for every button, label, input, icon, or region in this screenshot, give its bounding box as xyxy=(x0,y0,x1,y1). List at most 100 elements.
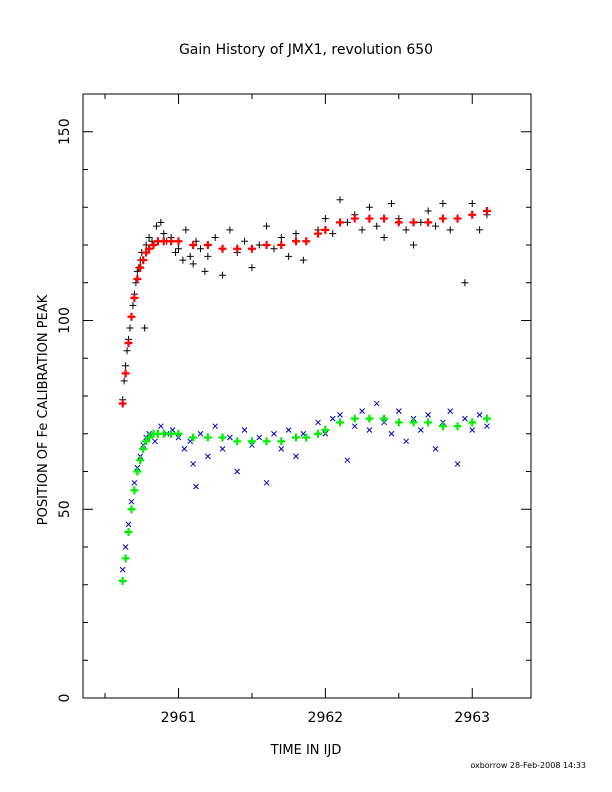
data-point xyxy=(129,301,137,309)
fit-point xyxy=(218,244,227,253)
fit-point xyxy=(174,237,183,246)
data-point xyxy=(190,461,197,467)
y-tick-label: 0 xyxy=(57,694,73,703)
data-point xyxy=(373,400,380,407)
fit-point xyxy=(118,399,127,408)
data-point xyxy=(337,412,343,418)
data-point xyxy=(300,430,307,437)
fit-point xyxy=(302,433,311,442)
data-point xyxy=(123,347,131,355)
data-point xyxy=(278,445,285,452)
data-point xyxy=(182,226,190,234)
data-point xyxy=(417,427,424,433)
data-series-layer xyxy=(118,196,491,585)
data-point xyxy=(373,222,381,230)
fit-point xyxy=(139,444,148,453)
data-point xyxy=(387,199,395,207)
data-point xyxy=(366,427,373,433)
data-point xyxy=(227,434,233,441)
y-tick-label: 50 xyxy=(57,500,73,518)
fit-point xyxy=(159,237,168,246)
y-tick-label: 150 xyxy=(57,118,73,145)
data-point xyxy=(211,233,219,241)
data-point xyxy=(293,453,299,460)
fit-point xyxy=(136,456,145,465)
data-point xyxy=(476,226,484,234)
data-point xyxy=(454,461,461,467)
fit-point xyxy=(218,433,227,442)
data-point xyxy=(329,230,337,238)
fit-point xyxy=(130,293,139,302)
data-point xyxy=(189,260,197,268)
fit-point xyxy=(133,467,142,476)
fit-point xyxy=(380,214,389,223)
fit-point xyxy=(365,214,374,223)
fit-point xyxy=(203,433,212,442)
fit-point xyxy=(314,429,323,438)
y-axis-label: POSITION OF Fe CALIBRATION PEAK xyxy=(36,294,51,525)
data-point xyxy=(122,544,129,550)
fit-point xyxy=(482,414,491,423)
fit-point xyxy=(409,418,418,427)
data-point xyxy=(358,226,366,234)
fit-point xyxy=(482,207,491,216)
data-point xyxy=(241,237,249,245)
data-point xyxy=(484,423,490,430)
fit-point xyxy=(133,274,142,283)
data-point xyxy=(125,521,132,528)
data-point xyxy=(256,434,263,441)
data-point xyxy=(439,199,447,207)
data-point xyxy=(119,566,126,573)
data-point xyxy=(212,423,219,430)
data-point xyxy=(447,408,454,414)
fit-point xyxy=(394,218,403,227)
data-point xyxy=(145,233,153,241)
fit-point xyxy=(130,486,139,495)
fit-point xyxy=(124,527,133,536)
data-point xyxy=(343,218,351,226)
chart-title: Gain History of JMX1, revolution 650 xyxy=(179,42,433,58)
fit-point xyxy=(468,210,477,219)
data-point xyxy=(285,252,293,260)
data-point xyxy=(157,423,164,430)
fit-point xyxy=(167,237,176,246)
axis-ticks: 2961 2962 2963 0 50 100 150 xyxy=(57,94,531,726)
data-point xyxy=(469,427,476,433)
data-point xyxy=(152,222,160,230)
data-point xyxy=(263,222,271,230)
data-point xyxy=(186,252,194,260)
fit-point xyxy=(365,414,374,423)
data-point xyxy=(388,430,395,437)
fit-point xyxy=(247,437,256,446)
data-point xyxy=(476,412,483,418)
fit-point xyxy=(321,425,330,434)
fit-point xyxy=(124,339,133,348)
fit-point xyxy=(336,218,345,227)
data-point xyxy=(359,408,365,414)
fit-point xyxy=(145,244,154,253)
data-point xyxy=(271,430,277,437)
data-point xyxy=(461,279,469,287)
data-point xyxy=(403,438,410,445)
data-point xyxy=(181,445,188,452)
fit-point xyxy=(394,418,403,427)
fit-point xyxy=(438,422,447,431)
data-point xyxy=(179,256,187,264)
data-point xyxy=(299,256,307,264)
data-point xyxy=(120,377,128,385)
data-point xyxy=(157,218,165,226)
data-point xyxy=(263,479,270,486)
data-point xyxy=(204,252,212,260)
data-point xyxy=(344,457,351,464)
fit-point xyxy=(189,433,198,442)
fit-point xyxy=(277,437,286,446)
fit-point xyxy=(453,422,462,431)
fit-point xyxy=(302,237,311,246)
fit-point xyxy=(159,429,168,438)
data-point xyxy=(292,230,300,238)
fit-point xyxy=(127,505,136,514)
fit-point xyxy=(145,433,154,442)
data-point xyxy=(365,203,373,211)
data-point xyxy=(432,445,439,452)
data-point xyxy=(285,427,292,433)
